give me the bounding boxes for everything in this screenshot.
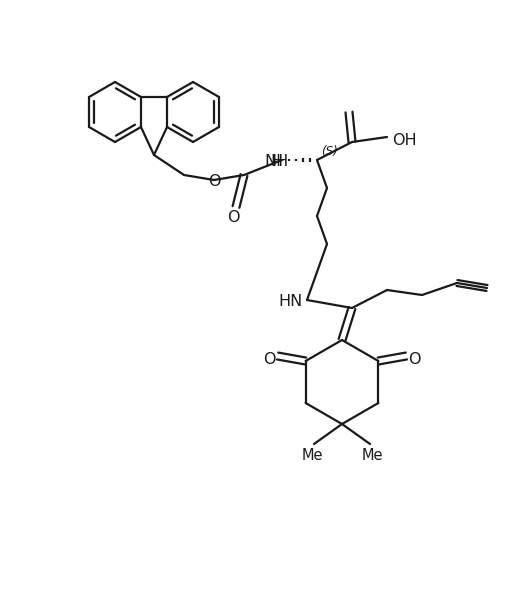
Text: O: O bbox=[208, 174, 220, 189]
Text: O: O bbox=[263, 352, 276, 367]
Text: HN: HN bbox=[279, 294, 303, 309]
Text: OH: OH bbox=[392, 133, 417, 148]
Text: Me: Me bbox=[301, 448, 323, 463]
Text: O: O bbox=[408, 352, 421, 367]
Text: O: O bbox=[227, 210, 239, 225]
Text: (S): (S) bbox=[321, 145, 338, 158]
Text: H: H bbox=[270, 154, 282, 169]
Text: Me: Me bbox=[361, 448, 383, 463]
Text: NH: NH bbox=[264, 154, 288, 169]
